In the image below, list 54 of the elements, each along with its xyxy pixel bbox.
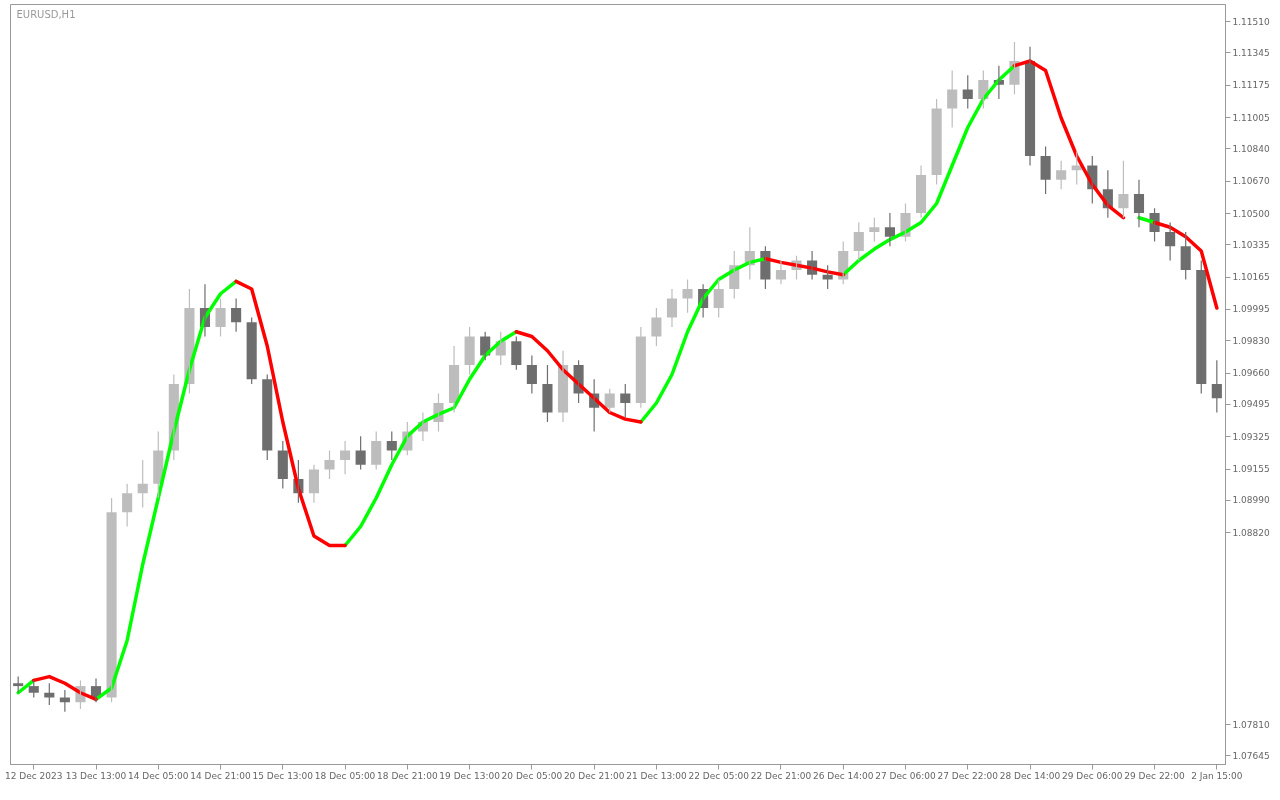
y-tick-label: 1.10670 [1232,176,1270,187]
x-tick-label: 2 Jan 15:00 [1191,770,1243,781]
candlestick [215,297,226,338]
candlestick [822,264,833,290]
candlestick [386,430,397,461]
x-tick-label: 26 Dec 14:00 [812,770,874,781]
y-tick-label: 1.07810 [1232,719,1270,730]
y-tick-label: 1.09325 [1232,431,1270,442]
candlestick [1056,160,1067,190]
y-tick-label: 1.08990 [1232,495,1270,506]
x-tick-label: 29 Dec 06:00 [1062,770,1123,781]
x-tick-label: 29 Dec 22:00 [1124,770,1186,781]
y-tick-label: 1.11005 [1232,112,1270,123]
x-tick-label: 13 Dec 13:00 [65,770,127,781]
x-tick-label: 21 Dec 13:00 [626,770,687,781]
y-tick-label: 1.09155 [1232,464,1270,475]
x-tick-label: 22 Dec 05:00 [688,770,750,781]
x-tick-label: 18 Dec 05:00 [314,770,376,781]
x-tick-label: 28 Dec 14:00 [999,770,1061,781]
y-tick-label: 1.10500 [1232,208,1270,219]
x-tick-label: 27 Dec 22:00 [937,770,999,781]
y-tick-label: 1.07645 [1232,750,1270,761]
candlestick [542,364,553,423]
text: EURUSD,H1 [16,9,76,20]
candlestick [262,373,273,461]
y-tick-label: 1.10840 [1232,143,1270,154]
x-tick-label: 14 Dec 05:00 [128,770,189,781]
y-tick-label: 1.09495 [1232,399,1270,410]
x-tick-label: 19 Dec 13:00 [439,770,501,781]
x-tick-label: 18 Dec 21:00 [377,770,438,781]
x-tick-label: 27 Dec 06:00 [875,770,937,781]
candlestick [44,682,55,706]
x-tick-label: 15 Dec 13:00 [252,770,314,781]
candlestick [869,217,880,243]
candlestick [371,430,382,471]
x-tick-label: 20 Dec 21:00 [563,770,625,781]
x-tick-label: 12 Dec 2023 [4,770,63,781]
y-tick-label: 1.11510 [1232,16,1270,27]
y-tick-label: 1.10165 [1232,272,1270,283]
candlestick [1040,145,1051,195]
candlestick [511,335,522,371]
y-tick-label: 1.08820 [1232,527,1270,538]
y-tick-label: 1.09995 [1232,304,1270,315]
y-tick-label: 1.11345 [1232,47,1270,58]
x-tick-label: 14 Dec 21:00 [190,770,252,781]
candlestick [324,449,335,480]
candlestick [682,278,693,314]
x-tick-label: 22 Dec 21:00 [750,770,812,781]
x-tick-label: 20 Dec 05:00 [501,770,563,781]
y-tick-label: 1.09660 [1232,368,1270,379]
y-tick-label: 1.09830 [1232,335,1270,346]
candlestick [1180,231,1191,281]
y-tick-label: 1.10335 [1232,239,1270,250]
y-tick-label: 1.11175 [1232,80,1270,91]
